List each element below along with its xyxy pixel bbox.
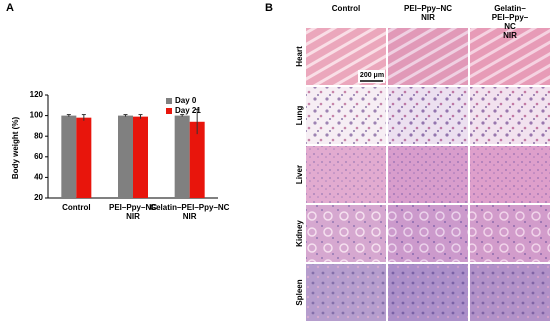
image-tint xyxy=(388,87,468,144)
image-tint xyxy=(306,87,386,144)
image-tint xyxy=(306,146,386,203)
image-tint xyxy=(470,264,550,321)
y-tick-label: 40 xyxy=(34,173,43,182)
image-tint xyxy=(388,28,468,85)
y-tick-label: 80 xyxy=(34,131,43,140)
histology-image xyxy=(388,87,468,144)
y-tick-label: 100 xyxy=(30,111,44,120)
histology-image xyxy=(388,205,468,262)
histology-image xyxy=(470,87,550,144)
image-tint xyxy=(388,264,468,321)
y-tick-label: 20 xyxy=(34,193,43,202)
image-tint xyxy=(470,205,550,262)
legend-label: Day 0 xyxy=(175,96,197,105)
column-header: PEI–Ppy–NC NIR xyxy=(403,4,453,22)
column-header: Control xyxy=(331,4,361,13)
x-tick-label: Gelatin–PEI–Ppy–NC NIR xyxy=(149,203,230,221)
histology-image xyxy=(388,264,468,321)
y-axis-label: Body weight (%) xyxy=(11,117,20,180)
histology-image xyxy=(306,87,386,144)
row-label: Heart xyxy=(295,46,304,67)
histology-image xyxy=(306,205,386,262)
histology-image xyxy=(306,146,386,203)
x-tick-label: PEI–Ppy–NC NIR xyxy=(108,203,158,221)
bar xyxy=(76,117,92,198)
row-label: Spleen xyxy=(295,279,304,305)
legend-swatch xyxy=(166,98,172,104)
histology-image xyxy=(470,146,550,203)
x-tick-label: Control xyxy=(62,203,91,212)
image-tint xyxy=(388,205,468,262)
image-tint xyxy=(470,87,550,144)
legend-swatch xyxy=(166,108,172,114)
histology-image xyxy=(388,146,468,203)
image-tint xyxy=(306,205,386,262)
y-tick-label: 60 xyxy=(34,152,43,161)
column-header: Gelatin–PEI–Ppy–NC NIR xyxy=(491,4,529,40)
histology-image xyxy=(470,264,550,321)
bar xyxy=(133,116,148,198)
panel-label: A xyxy=(6,2,14,14)
image-tint xyxy=(470,146,550,203)
y-tick-label: 120 xyxy=(30,90,44,99)
image-tint xyxy=(306,264,386,321)
row-label: Lung xyxy=(295,106,304,126)
panel-label: B xyxy=(265,2,273,14)
bar xyxy=(61,115,77,198)
bar xyxy=(118,115,133,198)
legend-label: Day 21 xyxy=(175,106,201,115)
row-label: Liver xyxy=(295,165,304,184)
scale-bar-bg xyxy=(358,70,385,83)
histology-image xyxy=(470,28,550,85)
histology-image xyxy=(388,28,468,85)
histology-image xyxy=(470,205,550,262)
image-tint xyxy=(470,28,550,85)
bar xyxy=(174,115,190,198)
bar xyxy=(189,121,205,198)
image-tint xyxy=(388,146,468,203)
scale-bar-label: 200 μm xyxy=(360,72,384,79)
histology-image xyxy=(306,264,386,321)
row-label: Kidney xyxy=(295,220,304,247)
